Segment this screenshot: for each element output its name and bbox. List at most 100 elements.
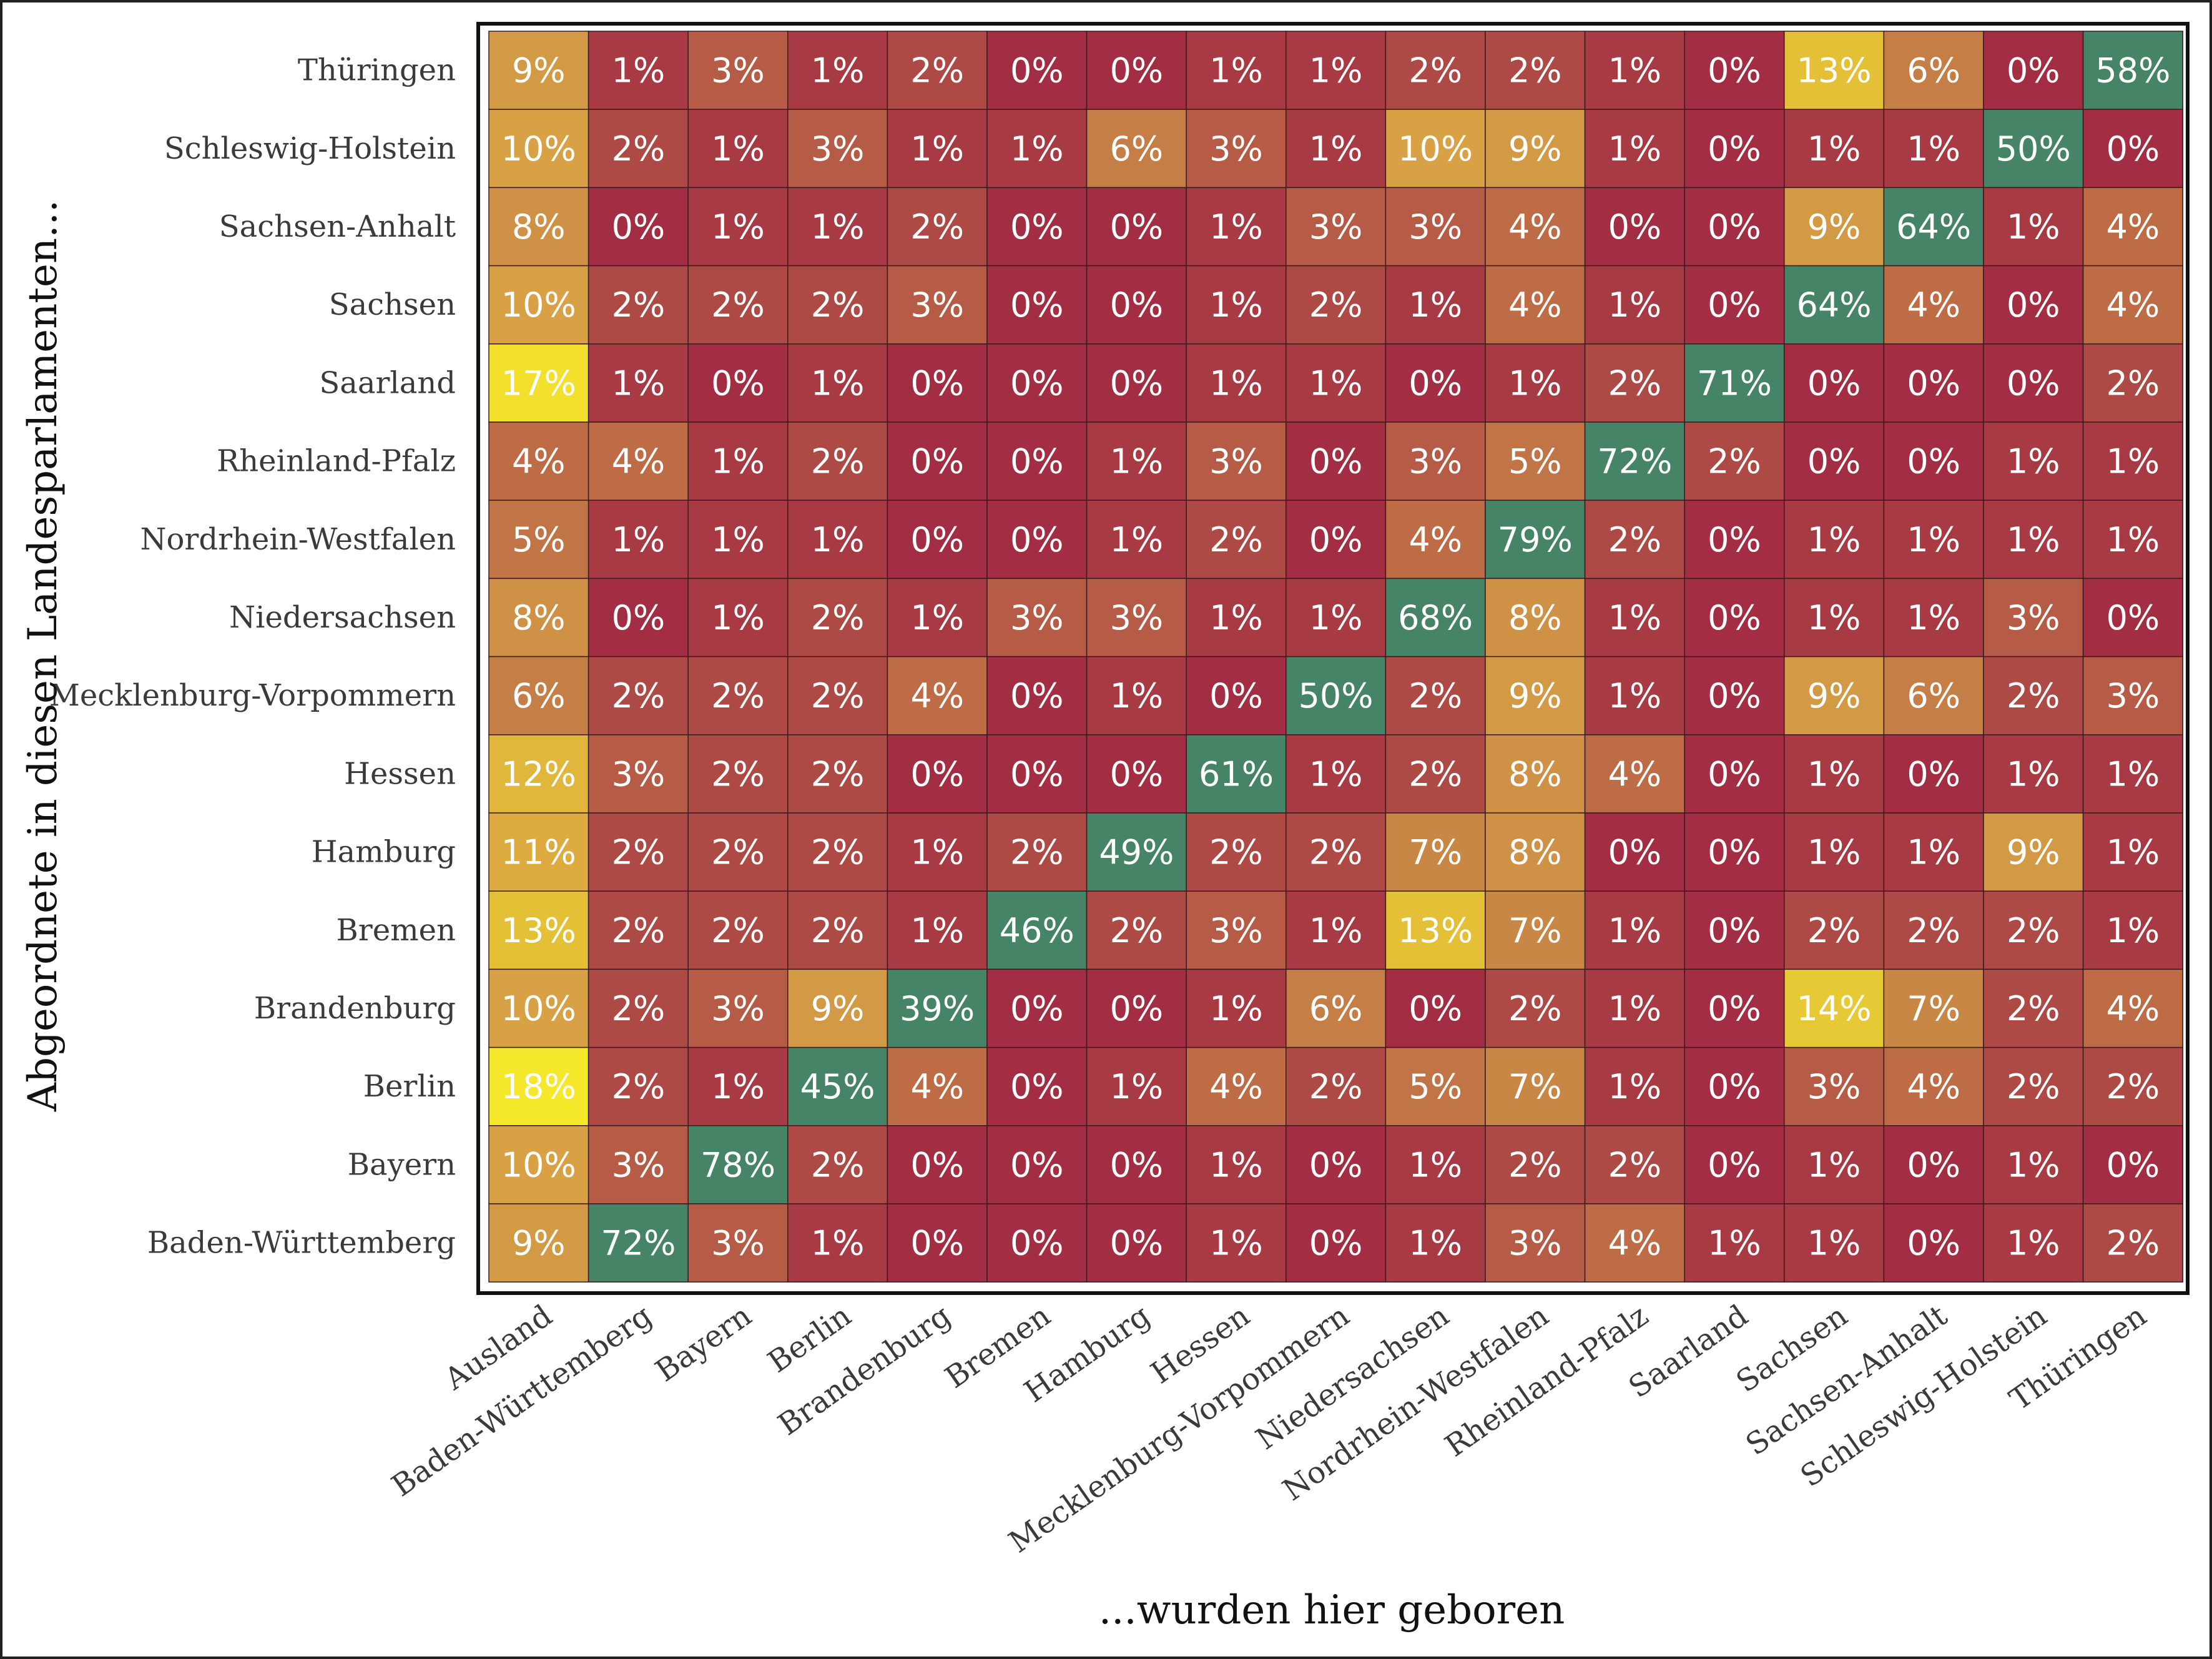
- heatmap-cell: [587, 578, 689, 657]
- cell-value-label: 0%: [1708, 520, 1761, 559]
- cell-value-label: 71%: [1697, 363, 1772, 403]
- cell-value-label: 1%: [1209, 598, 1263, 638]
- heatmap-cell: [1385, 109, 1486, 189]
- cell-value-label: 2%: [1309, 833, 1363, 872]
- heatmap-cell: [1983, 31, 2084, 110]
- cell-value-label: 7%: [1508, 911, 1562, 950]
- heatmap-cell: [1684, 1046, 1785, 1126]
- heatmap-cell: [1485, 968, 1586, 1048]
- cell-value-label: 0%: [1708, 1067, 1761, 1106]
- cell-value-label: 0%: [1708, 285, 1761, 325]
- cell-value-label: 0%: [1309, 520, 1363, 559]
- heatmap-cell: [1883, 1046, 1984, 1126]
- cell-value-label: 1%: [1907, 598, 1960, 638]
- cell-value-label: 79%: [1498, 520, 1573, 559]
- heatmap-cell: [1784, 656, 1885, 736]
- cell-value-label: 3%: [711, 51, 765, 91]
- cell-value-label: 0%: [1010, 442, 1064, 481]
- cell-value-label: 1%: [1608, 1067, 1662, 1106]
- heatmap-cell: [488, 1203, 589, 1282]
- heatmap-cell: [1684, 1125, 1785, 1204]
- cell-value-label: 2%: [811, 676, 865, 716]
- cell-value-label: 0%: [1807, 363, 1861, 403]
- cell-value-label: 2%: [1408, 51, 1462, 91]
- cell-value-label: 0%: [1010, 1145, 1064, 1184]
- cell-value-label: 78%: [700, 1145, 775, 1184]
- cell-value-label: 0%: [2007, 363, 2060, 403]
- cell-value-label: 3%: [910, 285, 964, 325]
- heatmap-cell: [687, 578, 789, 657]
- cell-value-label: 1%: [1508, 363, 1562, 403]
- cell-value-label: 1%: [1309, 911, 1363, 950]
- cell-value-label: 1%: [1608, 129, 1662, 169]
- heatmap-cell: [1684, 265, 1785, 345]
- cell-value-label: 0%: [910, 520, 964, 559]
- cell-value-label: 3%: [1209, 911, 1263, 950]
- cell-value-label: 58%: [2095, 51, 2170, 91]
- heatmap-cell: [2082, 734, 2183, 814]
- cell-value-label: 0%: [2106, 129, 2160, 169]
- cell-value-label: 1%: [1807, 754, 1861, 794]
- row-label: Mecklenburg-Vorpommern: [49, 678, 456, 713]
- cell-value-label: 2%: [612, 911, 666, 950]
- cell-value-label: 1%: [1309, 129, 1363, 169]
- cell-value-label: 64%: [1797, 285, 1872, 325]
- heatmap-cell: [887, 1125, 988, 1204]
- cell-value-label: 5%: [1408, 1067, 1462, 1106]
- cell-value-label: 0%: [1309, 442, 1363, 481]
- heatmap-cell: [587, 890, 689, 970]
- cell-value-label: 0%: [1010, 1067, 1064, 1106]
- cell-value-label: 1%: [612, 51, 666, 91]
- cell-value-label: 0%: [1010, 51, 1064, 91]
- cell-value-label: 3%: [1508, 1224, 1562, 1263]
- heatmap-cell: [887, 656, 988, 736]
- heatmap-cell: [687, 31, 789, 110]
- heatmap-cell: [1285, 1046, 1387, 1126]
- heatmap-cell: [1485, 1046, 1586, 1126]
- row-label: Hamburg: [312, 835, 456, 870]
- cell-value-label: 1%: [1110, 442, 1164, 481]
- heatmap-cell: [887, 109, 988, 189]
- heatmap-cell: [1584, 1125, 1685, 1204]
- heatmap-cell: [2082, 890, 2183, 970]
- cell-value-label: 4%: [1508, 285, 1562, 325]
- cell-value-label: 1%: [1907, 833, 1960, 872]
- heatmap-cell: [1784, 500, 1885, 579]
- heatmap-cell: [986, 1046, 1088, 1126]
- heatmap-cell: [787, 421, 888, 501]
- cell-value-label: 0%: [910, 1145, 964, 1184]
- cell-value-label: 0%: [1907, 1224, 1960, 1263]
- cell-value-label: 2%: [1608, 363, 1662, 403]
- cell-value-label: 0%: [1708, 833, 1761, 872]
- row-label: Sachsen-Anhalt: [219, 209, 456, 244]
- cell-value-label: 7%: [1508, 1067, 1562, 1106]
- cell-value-label: 8%: [512, 598, 566, 638]
- heatmap-cell: [587, 343, 689, 423]
- cell-value-label: 1%: [1708, 1224, 1761, 1263]
- row-label: Brandenburg: [254, 991, 456, 1026]
- heatmap-cell: [986, 656, 1088, 736]
- heatmap-cell: [1385, 500, 1486, 579]
- cell-value-label: 0%: [1408, 363, 1462, 403]
- heatmap-cell: [587, 1125, 689, 1204]
- cell-value-label: 3%: [1408, 442, 1462, 481]
- heatmap-cell: [1684, 1203, 1785, 1282]
- heatmap-cell: [986, 1203, 1088, 1282]
- heatmap-cell: [1385, 812, 1486, 892]
- cell-value-label: 0%: [2007, 51, 2060, 91]
- cell-value-label: 6%: [1110, 129, 1164, 169]
- row-label: Saarland: [319, 365, 456, 400]
- cell-value-label: 1%: [1408, 285, 1462, 325]
- cell-value-label: 6%: [1907, 676, 1960, 716]
- cell-value-label: 2%: [1508, 1145, 1562, 1184]
- heatmap-cell: [587, 109, 689, 189]
- heatmap-cell: [2082, 421, 2183, 501]
- heatmap-cell: [1285, 734, 1387, 814]
- heatmap-cell: [887, 1046, 988, 1126]
- cell-value-label: 4%: [2106, 989, 2160, 1028]
- cell-value-label: 2%: [612, 676, 666, 716]
- cell-value-label: 1%: [910, 911, 964, 950]
- heatmap-cell: [1485, 421, 1586, 501]
- cell-value-label: 2%: [811, 442, 865, 481]
